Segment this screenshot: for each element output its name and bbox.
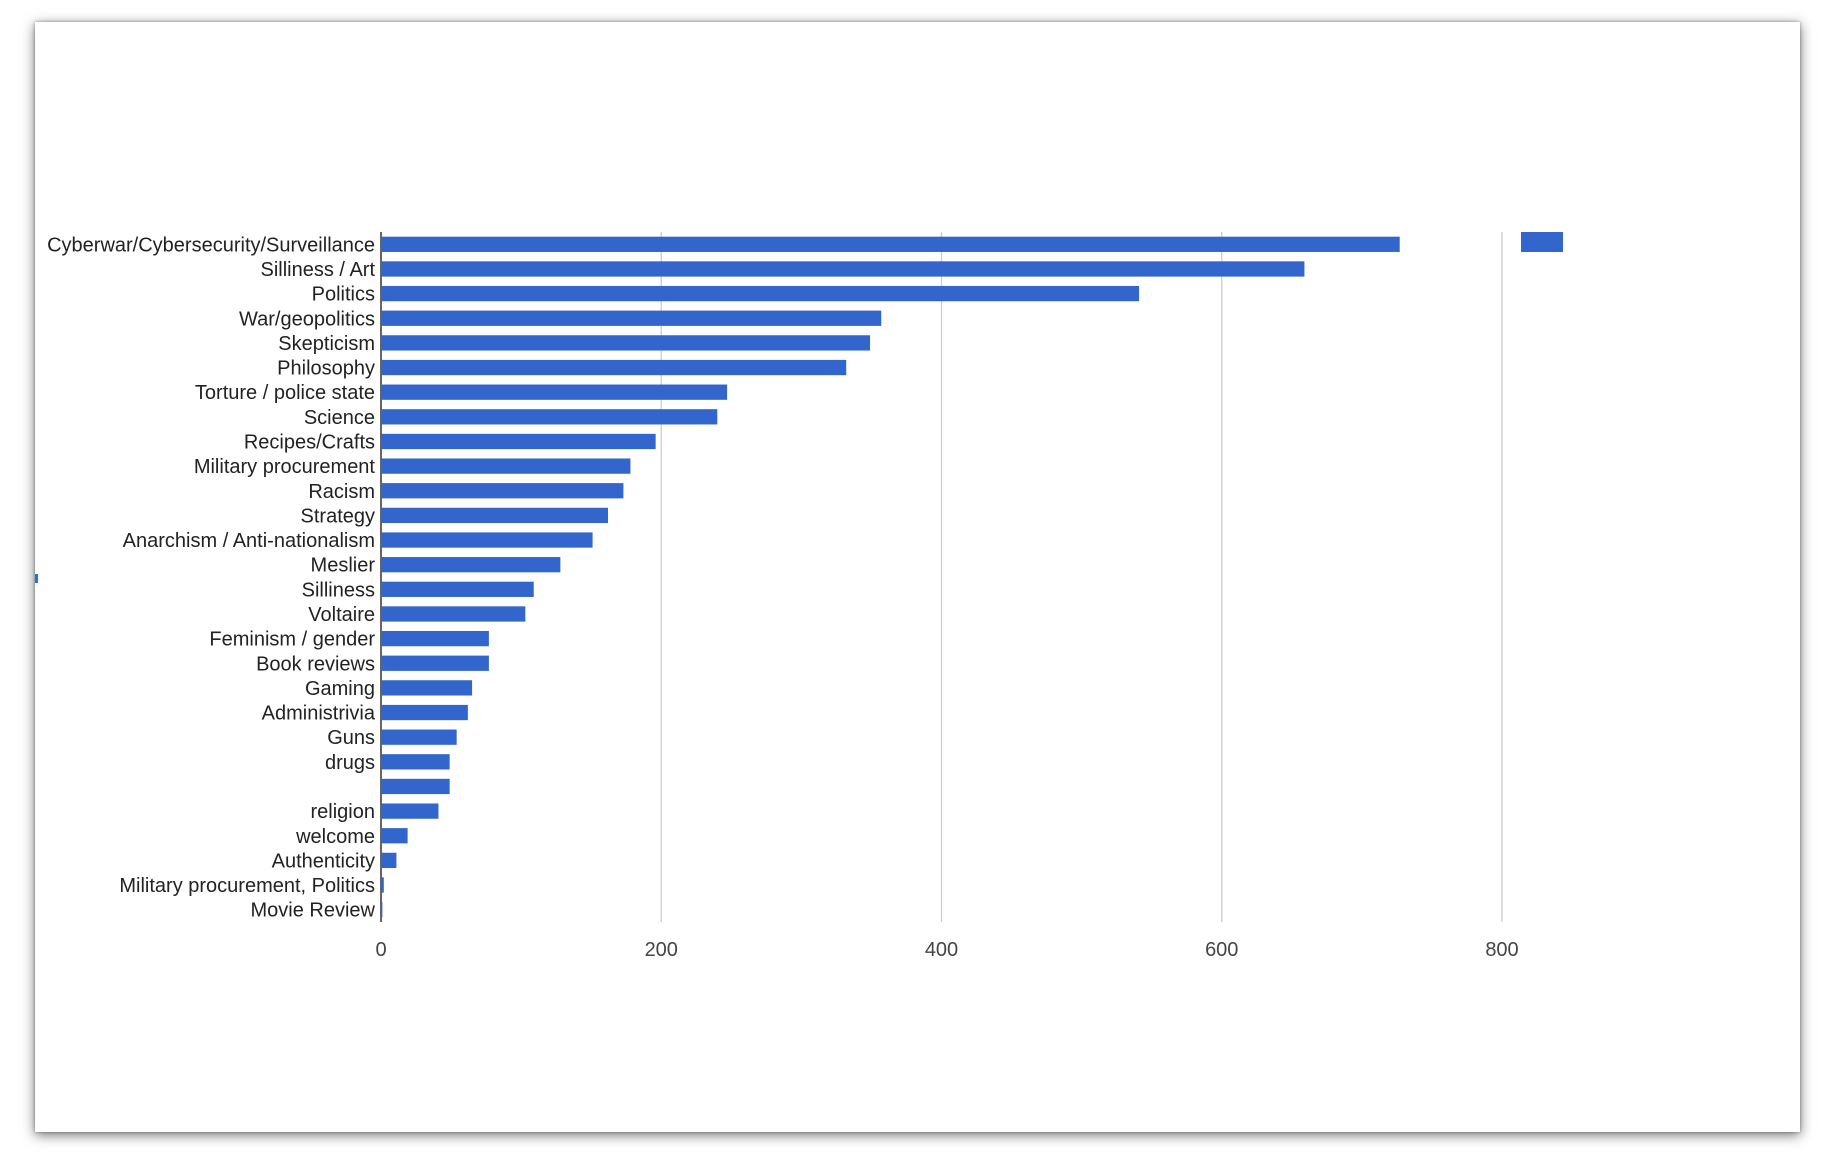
bar[interactable] (381, 581, 534, 597)
x-tick-label: 200 (645, 939, 678, 961)
chart-card (35, 22, 1800, 1132)
category-label: Silliness (302, 579, 375, 601)
bar[interactable] (381, 680, 473, 696)
bar[interactable] (381, 803, 439, 819)
bar[interactable] (381, 335, 871, 351)
category-label: Cyberwar/Cybersecurity/Surveillance (47, 234, 375, 256)
card-edge-marker (35, 574, 38, 583)
x-tick-label: 400 (925, 939, 958, 961)
category-label: welcome (295, 826, 375, 848)
bar[interactable] (381, 704, 468, 721)
category-label: Skepticism (278, 333, 375, 355)
category-label: Authenticity (272, 850, 375, 872)
bar[interactable] (381, 729, 457, 745)
category-label: Silliness / Art (261, 259, 376, 281)
x-tick-label: 600 (1205, 939, 1238, 961)
bar[interactable] (381, 778, 450, 795)
category-label: War/geopolitics (239, 308, 375, 330)
category-label: Meslier (311, 555, 376, 577)
bar[interactable] (381, 754, 450, 770)
x-axis-ticks: 0 200 400 600 800 (375, 939, 1518, 961)
category-label: Military procurement, Politics (119, 875, 375, 897)
bar[interactable] (381, 359, 847, 376)
bar[interactable] (381, 310, 882, 326)
bar[interactable] (381, 261, 1305, 277)
category-label: Strategy (301, 505, 375, 527)
bar[interactable] (381, 606, 526, 622)
x-tick-label: 0 (375, 939, 386, 961)
bar[interactable] (381, 532, 593, 548)
category-label: Torture / police state (195, 382, 375, 404)
bar[interactable] (381, 384, 728, 400)
category-label: Racism (308, 481, 375, 503)
category-label: Anarchism / Anti-nationalism (123, 530, 375, 552)
bar[interactable] (381, 902, 383, 918)
bar[interactable] (381, 630, 489, 647)
bar[interactable] (381, 507, 609, 524)
bar[interactable] (381, 557, 561, 573)
category-label: religion (311, 801, 375, 823)
category-label: Gaming (305, 678, 375, 700)
legend-swatch[interactable] (1521, 232, 1563, 252)
category-label: Administrivia (262, 703, 376, 725)
category-label: drugs (325, 752, 375, 774)
bar[interactable] (381, 285, 1140, 302)
category-label: Philosophy (277, 358, 375, 380)
bar[interactable] (381, 409, 718, 425)
bar[interactable] (381, 852, 397, 869)
category-labels: Cyberwar/Cybersecurity/Surveillance Silli… (47, 234, 376, 921)
bar[interactable] (381, 877, 384, 893)
bar[interactable] (381, 236, 1400, 252)
category-label: Voltaire (308, 604, 375, 626)
legend (1521, 232, 1563, 252)
category-label: Feminism / gender (209, 629, 375, 651)
bar[interactable] (381, 655, 489, 671)
category-label: Military procurement (194, 456, 376, 478)
bar[interactable] (381, 483, 624, 499)
bar-series (381, 236, 1400, 918)
bar[interactable] (381, 433, 656, 450)
category-label: Guns (327, 727, 375, 749)
category-label: Book reviews (256, 653, 375, 675)
category-label: Politics (312, 284, 375, 306)
category-label: Movie Review (251, 900, 376, 922)
bar[interactable] (381, 458, 631, 474)
x-tick-label: 800 (1485, 939, 1518, 961)
category-label: Recipes/Crafts (244, 431, 375, 453)
category-label: Science (304, 407, 375, 429)
bar[interactable] (381, 828, 408, 844)
